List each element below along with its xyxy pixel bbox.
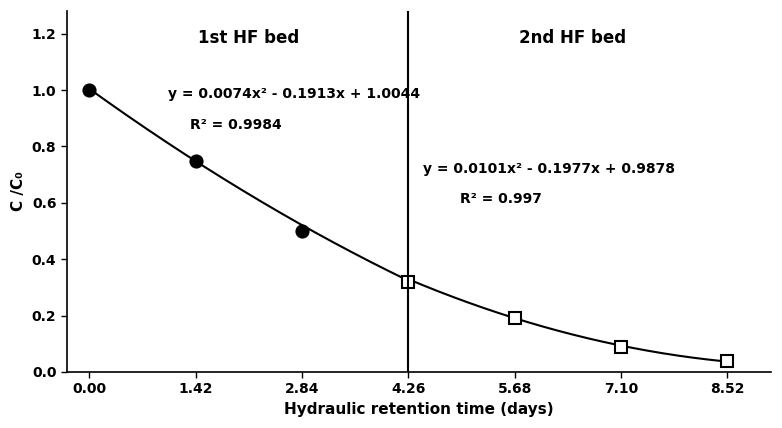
X-axis label: Hydraulic retention time (days): Hydraulic retention time (days) [284, 402, 554, 417]
Y-axis label: C /C₀: C /C₀ [11, 172, 26, 211]
Text: 1st HF bed: 1st HF bed [198, 29, 300, 47]
Text: 2nd HF bed: 2nd HF bed [518, 29, 626, 47]
Text: y = 0.0101x² - 0.1977x + 0.9878: y = 0.0101x² - 0.1977x + 0.9878 [422, 162, 675, 176]
Text: R² = 0.9984: R² = 0.9984 [191, 118, 282, 132]
Text: R² = 0.997: R² = 0.997 [460, 192, 542, 205]
Text: y = 0.0074x² - 0.1913x + 1.0044: y = 0.0074x² - 0.1913x + 1.0044 [168, 87, 420, 101]
